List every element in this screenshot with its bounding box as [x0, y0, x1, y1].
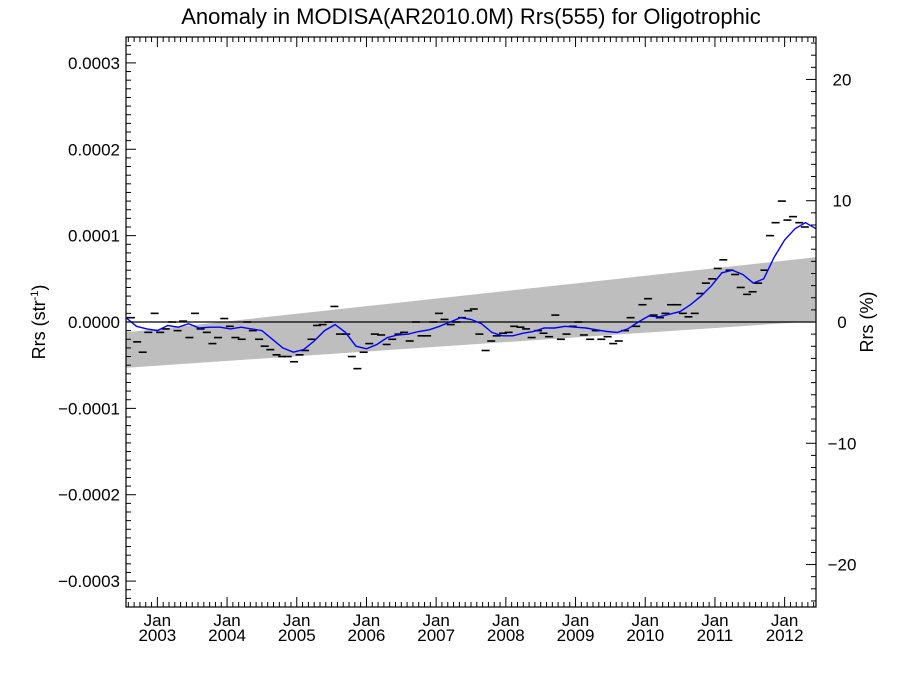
x-tick-year-label: 2008: [487, 626, 525, 645]
x-tick-year-label: 2009: [557, 626, 595, 645]
y-tick-label: 0.0001: [68, 227, 120, 246]
y2-tick-label: −20: [828, 556, 857, 575]
x-tick-year-label: 2005: [278, 626, 316, 645]
x-tick-month-label: Jan: [422, 611, 449, 630]
x-tick-month-label: Jan: [283, 611, 310, 630]
y-tick-label: 0.0000: [68, 313, 120, 332]
y-axis-label-close: ): [29, 285, 49, 291]
x-tick-year-label: 2007: [417, 626, 455, 645]
y2-axis-label: Rrs (%): [857, 292, 877, 353]
x-tick-month-label: Jan: [492, 611, 519, 630]
smoothed-line: [125, 221, 817, 353]
y-axis-label-sup: -1: [29, 291, 41, 301]
x-tick-month-label: Jan: [213, 611, 240, 630]
x-tick-year-label: 2004: [208, 626, 246, 645]
y-tick-label: −0.0002: [58, 486, 120, 505]
x-tick-year-label: 2012: [766, 626, 804, 645]
y-tick-label: −0.0001: [58, 399, 120, 418]
x-tick-year-label: 2011: [697, 626, 734, 645]
x-tick-month-label: Jan: [144, 611, 171, 630]
trend-band: [126, 257, 816, 368]
y-axis-label: Rrs (str-1): [29, 285, 49, 360]
y2-tick-label: 10: [833, 192, 852, 211]
x-tick-month-label: Jan: [632, 611, 659, 630]
x-tick-year-label: 2003: [138, 626, 176, 645]
y-tick-label: −0.0003: [58, 572, 120, 591]
x-tick-year-label: 2010: [626, 626, 664, 645]
x-tick-month-label: Jan: [771, 611, 798, 630]
x-tick-year-label: 2006: [348, 626, 386, 645]
y-tick-label: 0.0002: [68, 140, 120, 159]
y-tick-label: 0.0003: [68, 54, 120, 73]
y2-tick-label: 20: [833, 70, 852, 89]
x-tick-month-label: Jan: [353, 611, 380, 630]
x-tick-month-label: Jan: [701, 611, 728, 630]
y2-tick-label: −10: [828, 434, 857, 453]
y2-tick-label: 0: [837, 313, 846, 332]
y-axis-label-main: Rrs (str: [29, 300, 49, 359]
x-tick-month-label: Jan: [562, 611, 589, 630]
chart-title: Anomaly in MODISA(AR2010.0M) Rrs(555) fo…: [181, 4, 761, 29]
